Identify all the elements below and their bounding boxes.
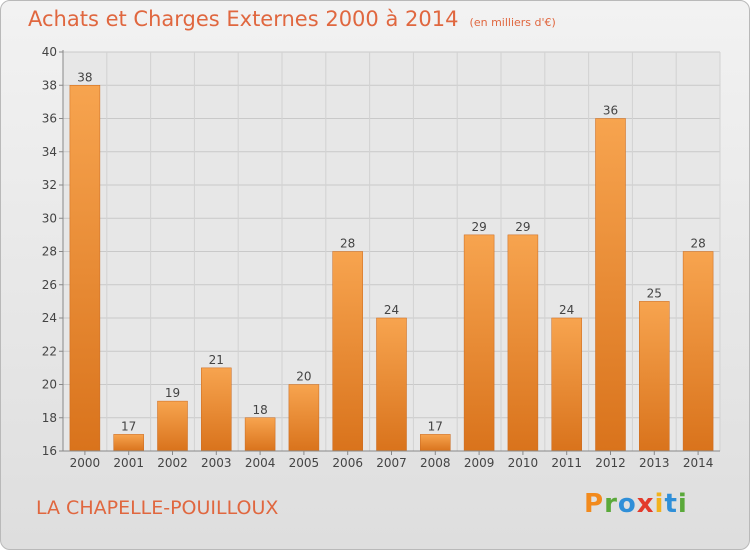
bar-2005 [288, 384, 320, 452]
logo-letter: o [617, 489, 637, 519]
bar-2000 [69, 85, 101, 452]
bar-2010 [507, 234, 539, 452]
bar-2011 [551, 317, 582, 452]
x-tick-label: 2010 [508, 456, 539, 470]
y-tick-label: 36 [42, 112, 57, 126]
x-tick-label: 2002 [157, 456, 188, 470]
value-label: 38 [77, 70, 92, 84]
bar-2012 [595, 118, 626, 452]
bar-2003 [201, 367, 232, 452]
bar-2009 [463, 234, 495, 452]
bars-layer [69, 85, 714, 452]
proxiti-logo: Proxiti [584, 489, 688, 519]
value-label: 24 [559, 303, 574, 317]
chart-subtitle: (en milliers d'€) [469, 16, 556, 29]
value-label: 28 [340, 237, 355, 251]
bar-2002 [157, 400, 188, 452]
chart-title: Achats et Charges Externes 2000 à 2014 [28, 7, 459, 31]
logo-letter: r [604, 489, 618, 519]
x-tick-label: 2003 [201, 456, 232, 470]
axis-layer: 16 18 20 22 24 26 28 30 32 34 36 38 40 2000 2001 2002 20… [42, 45, 720, 470]
title-line: Achats et Charges Externes 2000 à 2014 (… [28, 7, 556, 31]
x-tick-label: 2001 [113, 456, 144, 470]
x-tick-label: 2007 [376, 456, 407, 470]
value-label: 28 [690, 237, 705, 251]
y-tick-label: 20 [42, 378, 57, 392]
x-tick-label: 2011 [551, 456, 582, 470]
value-label: 29 [515, 220, 530, 234]
y-tick-label: 38 [42, 78, 57, 92]
value-label: 20 [296, 370, 311, 384]
value-label: 19 [165, 386, 180, 400]
y-tick-label: 28 [42, 245, 57, 259]
x-tick-label: 2005 [289, 456, 320, 470]
value-label: 21 [209, 353, 224, 367]
value-label: 36 [603, 104, 618, 118]
logo-letter: P [584, 489, 605, 519]
y-tick-label: 22 [42, 344, 57, 358]
value-label: 29 [471, 220, 486, 234]
bar-2013 [639, 301, 670, 452]
commune-name: LA CHAPELLE-POUILLOUX [36, 497, 279, 519]
x-tick-label: 2004 [245, 456, 276, 470]
y-tick-label: 32 [42, 178, 57, 192]
bar-2014 [682, 251, 714, 452]
logo-letter: x [636, 489, 655, 519]
logo-letter: i [654, 489, 665, 519]
y-tick-label: 24 [42, 311, 57, 325]
y-tick-label: 26 [42, 278, 57, 292]
bar-2004 [244, 417, 276, 452]
y-tick-label: 16 [42, 444, 57, 458]
y-tick-label: 40 [42, 45, 57, 59]
bar-2006 [332, 251, 363, 452]
value-label: 17 [121, 419, 136, 433]
bar-2001 [113, 434, 144, 452]
y-tick-label: 34 [42, 145, 57, 159]
value-label: 17 [428, 419, 443, 433]
x-tick-label: 2012 [595, 456, 626, 470]
x-tick-label: 2009 [464, 456, 495, 470]
x-tick-label: 2006 [332, 456, 363, 470]
x-tick-label: 2014 [683, 456, 714, 470]
bar-2008 [420, 434, 451, 452]
value-label: 18 [252, 403, 267, 417]
bar-2007 [376, 317, 407, 452]
y-tick-label: 18 [42, 411, 57, 425]
y-tick-label: 30 [42, 211, 57, 225]
x-tick-label: 2013 [639, 456, 670, 470]
logo-letter: t [664, 489, 678, 519]
x-tick-label: 2000 [70, 456, 101, 470]
labels-layer: 38 17 19 21 18 20 28 24 17 29 29 24 36 25 28 [77, 70, 705, 433]
value-label: 24 [384, 303, 399, 317]
logo-letter: i [677, 489, 688, 519]
value-label: 25 [647, 286, 662, 300]
x-tick-label: 2008 [420, 456, 451, 470]
